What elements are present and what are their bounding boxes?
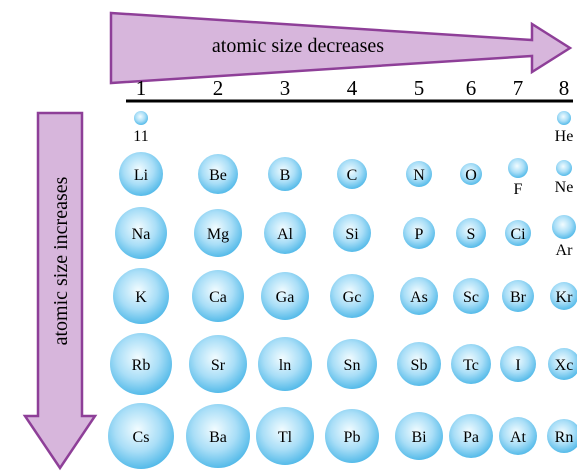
atom-label: K xyxy=(135,289,147,306)
atom-sphere xyxy=(508,158,528,178)
atom-label: I xyxy=(515,357,520,374)
atom-label: Tl xyxy=(278,429,293,446)
atom-sphere xyxy=(264,212,306,254)
atom-label: Br xyxy=(510,289,527,306)
atom-label: S xyxy=(467,226,476,243)
atom-sphere xyxy=(453,278,489,314)
atom-label: C xyxy=(347,167,358,184)
atom-sphere xyxy=(500,346,536,382)
atom-sphere xyxy=(110,333,172,395)
atom-label: Kr xyxy=(556,289,574,306)
atom-label: Be xyxy=(209,167,227,184)
atom-sphere xyxy=(192,270,244,322)
atom-label: Sc xyxy=(463,289,479,306)
atom-label: As xyxy=(410,289,428,306)
atom-label: B xyxy=(280,167,291,184)
atom-sphere xyxy=(198,154,238,194)
atom-sphere xyxy=(403,217,435,249)
group-number-7: 7 xyxy=(513,76,524,100)
atom-sphere xyxy=(113,268,169,324)
atom-sphere xyxy=(552,215,576,239)
atom-label: P xyxy=(415,226,424,243)
group-number-2: 2 xyxy=(213,76,224,100)
atom-label: He xyxy=(555,128,574,145)
atom-label: At xyxy=(510,429,527,446)
atom-label: ln xyxy=(279,357,291,374)
atom-sphere xyxy=(451,344,491,384)
atom-label: 11 xyxy=(133,128,148,145)
atom-label: Ne xyxy=(555,179,574,196)
group-number-3: 3 xyxy=(280,76,291,100)
atom-sphere xyxy=(194,209,242,257)
atom-sphere xyxy=(400,277,438,315)
group-number-8: 8 xyxy=(559,76,570,100)
atom-label: Cs xyxy=(133,429,150,446)
atom-label: F xyxy=(514,181,523,198)
atom-label: Li xyxy=(134,167,149,184)
atom-label: Ca xyxy=(209,289,227,306)
atom-sphere xyxy=(258,337,312,391)
atom-sphere xyxy=(460,163,482,185)
atom-label: Na xyxy=(132,226,151,243)
atom-label: Rb xyxy=(132,357,151,374)
atom-sphere xyxy=(327,339,377,389)
atom-label: Tc xyxy=(463,357,479,374)
atom-sphere xyxy=(333,214,371,252)
atom-label: Gc xyxy=(343,289,362,306)
atom-sphere xyxy=(108,403,174,469)
atom-label: Pb xyxy=(344,429,361,446)
atom-label: Ar xyxy=(556,242,574,259)
atom-sphere xyxy=(556,160,572,176)
atom-label: O xyxy=(465,167,477,184)
atom-label: Bi xyxy=(411,429,427,446)
vertical-arrow-label: atomic size increases xyxy=(50,176,72,345)
atom-label: Ci xyxy=(510,226,526,243)
atom-sphere xyxy=(189,335,247,393)
atom-sphere xyxy=(115,207,167,259)
atom-sphere-row0-1 xyxy=(134,111,148,125)
atom-sphere xyxy=(547,419,577,453)
group-number-5: 5 xyxy=(414,76,425,100)
atom-sphere xyxy=(548,348,577,380)
atom-sphere xyxy=(256,407,314,465)
atom-label: N xyxy=(413,167,425,184)
atom-label: Sr xyxy=(211,357,226,374)
atom-sphere xyxy=(261,272,309,320)
atom-sphere xyxy=(268,157,302,191)
decrease-arrow xyxy=(109,11,573,85)
atom-sphere xyxy=(502,280,534,312)
atom-sphere xyxy=(505,220,531,246)
group-number-6: 6 xyxy=(466,76,477,100)
atom-sphere xyxy=(395,412,443,460)
atom-label: Si xyxy=(345,226,359,243)
atom-sphere xyxy=(406,161,432,187)
increase-arrow xyxy=(22,111,98,471)
atom-sphere xyxy=(330,274,374,318)
atom-label: Sb xyxy=(411,357,428,374)
atom-label: Xc xyxy=(555,357,574,374)
atom-label: Rn xyxy=(555,429,574,446)
atom-label: Sn xyxy=(344,357,361,374)
atom-label: Ga xyxy=(276,289,295,306)
atom-sphere xyxy=(119,152,163,196)
atom-sphere xyxy=(186,404,250,468)
group-number-1: 1 xyxy=(136,76,147,100)
atom-label: Pa xyxy=(463,429,479,446)
horizontal-arrow-label: atomic size decreases xyxy=(212,35,384,57)
atom-sphere xyxy=(499,417,537,455)
atom-sphere xyxy=(325,409,379,463)
atom-label: Mg xyxy=(207,226,229,243)
atom-sphere-row0-2 xyxy=(557,111,571,125)
atom-sphere xyxy=(550,282,577,310)
group-number-4: 4 xyxy=(347,76,358,100)
atom-sphere xyxy=(456,218,486,248)
atom-sphere xyxy=(397,342,441,386)
atom-label: Ba xyxy=(209,429,227,446)
atom-sphere xyxy=(449,414,493,458)
atom-label: Al xyxy=(277,226,294,243)
atom-sphere xyxy=(337,159,367,189)
